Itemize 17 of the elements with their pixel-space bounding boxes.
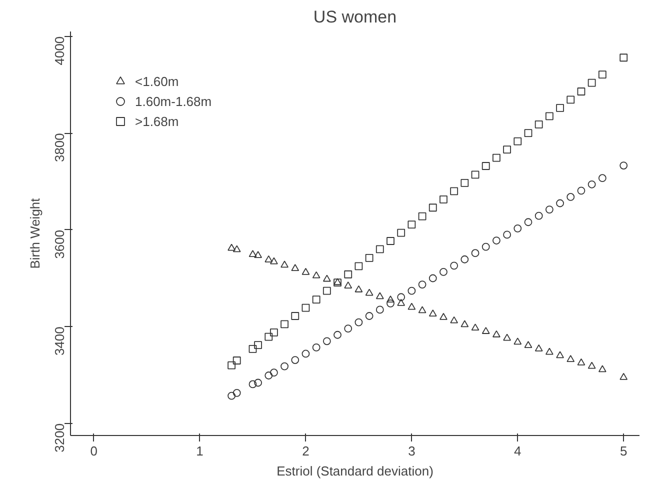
y-tick-label: 3200 <box>52 423 67 452</box>
x-tick-label: 3 <box>408 444 416 458</box>
legend-label: >1.68m <box>135 114 179 128</box>
x-tick-label: 4 <box>514 444 522 458</box>
x-tick-label: 2 <box>302 444 310 458</box>
x-tick-label: 5 <box>620 444 628 458</box>
x-tick-label: 0 <box>90 444 98 458</box>
chart-title: US women <box>313 8 397 26</box>
legend-label: 1.60m-1.68m <box>135 94 212 108</box>
y-tick-label: 3400 <box>52 326 67 356</box>
y-tick-label: 3800 <box>52 133 67 162</box>
y-tick-label: 4000 <box>52 36 67 66</box>
x-axis-title: Estriol (Standard deviation) <box>276 464 434 478</box>
x-tick-label: 1 <box>196 444 204 458</box>
y-axis-title: Birth Weight <box>28 198 42 269</box>
y-tick-label: 3600 <box>52 230 67 259</box>
legend-label: <1.60m <box>135 74 179 88</box>
